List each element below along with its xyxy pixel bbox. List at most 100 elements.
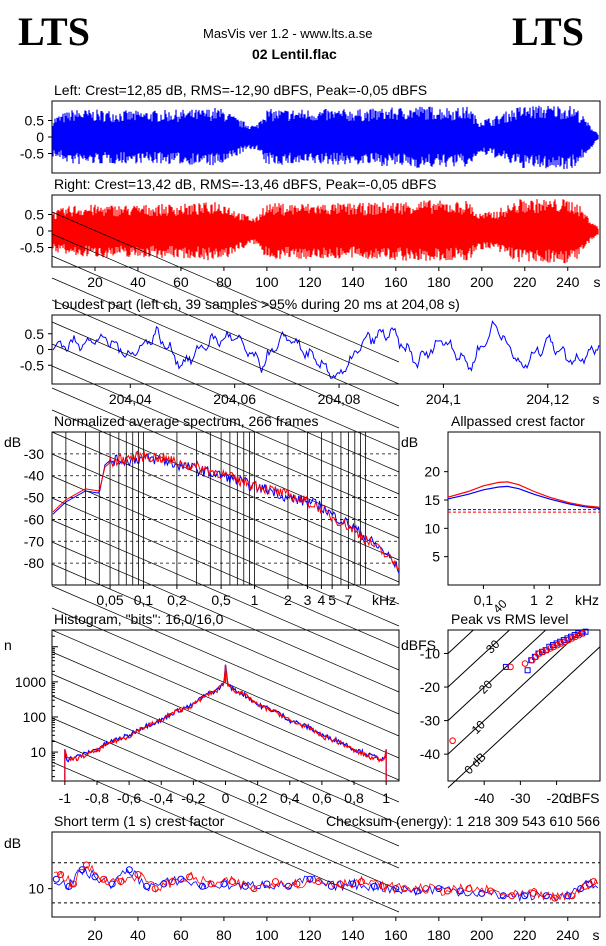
- spectrum-series-right: [52, 450, 400, 571]
- spectrum-slope-line: [51, 739, 400, 891]
- spectrum-slope-line: [51, 673, 400, 825]
- allpassed-xtick-label: 1: [530, 592, 538, 608]
- peakrms-point-right: [521, 660, 529, 667]
- right-waveform-xtick-label: 140: [341, 274, 365, 290]
- spectrum-xunit: kHz: [372, 592, 396, 608]
- right-waveform-signal: [52, 199, 599, 264]
- peakrms-ytick-label: -40: [420, 746, 440, 762]
- histogram-ylabel: n: [4, 637, 12, 653]
- spectrum-frame: [51, 431, 400, 586]
- histogram-xtick-label: 0,8: [344, 790, 364, 806]
- right-waveform-ytick-label: 0.5: [25, 207, 45, 223]
- peakrms-point-right: [536, 650, 543, 657]
- shortcrest-point-right: [529, 889, 537, 897]
- loudest-xtick-label: 204,06: [213, 391, 256, 407]
- spectrum-slope-line: [51, 233, 400, 385]
- shortcrest-xtick-label: 60: [173, 927, 189, 943]
- shortcrest-point-right: [57, 871, 65, 878]
- shortcrest-point-right: [250, 885, 258, 893]
- right-waveform-xtick-label: 240: [556, 274, 580, 290]
- spectrum-xtick-label: 1: [251, 592, 259, 608]
- peakrms-ylabel: dBFS: [401, 637, 436, 653]
- spectrum-slope-line: [51, 497, 400, 649]
- loudest-frame: [51, 314, 601, 385]
- allpassed-ytick-label: 20: [424, 464, 440, 480]
- shortcrest-point-left: [392, 885, 400, 893]
- shortcrest-xunit: s: [593, 927, 600, 943]
- spectrum-ylabel: dB: [4, 434, 21, 450]
- histogram-xtick-label: 0,6: [312, 790, 332, 806]
- histogram-title: Histogram, "bits": 16,0/16,0: [54, 611, 224, 627]
- shortcrest-point-left: [198, 882, 206, 890]
- spectrum-xtick-label: 0,05: [96, 592, 123, 608]
- spectrum-slope-line: [51, 299, 400, 451]
- allpassed-series-right: [447, 481, 601, 508]
- loudest-xunit: s: [593, 391, 600, 407]
- right-waveform-xtick-label: 180: [427, 274, 451, 290]
- histogram-ytick-label: 100: [23, 709, 47, 725]
- spectrum-xtick-label: 7: [344, 592, 352, 608]
- peakrms-point-right: [565, 636, 572, 644]
- spectrum-slope-line: [51, 277, 400, 429]
- loudest-ytick-label: 0.5: [25, 326, 45, 342]
- peakrms-frame: [447, 629, 601, 782]
- peakrms-point-right: [449, 737, 456, 745]
- shortcrest-title: Short term (1 s) crest factor: [54, 813, 225, 829]
- spectrum-slope-line: [51, 343, 400, 495]
- peakrms-point-right: [528, 656, 536, 664]
- peakrms-diagonal: [447, 646, 601, 789]
- peakrms-diagonal: [447, 629, 583, 755]
- spectrum-ytick-label: -70: [24, 533, 44, 549]
- peakrms-point-right: [543, 646, 551, 654]
- peakrms-point-right: [579, 630, 587, 637]
- right-waveform-xtick-label: 20: [87, 274, 103, 290]
- peakrms-point-right: [547, 645, 554, 652]
- shortcrest-point-right: [69, 880, 77, 888]
- shortcrest-xtick-label: 40: [130, 927, 146, 943]
- spectrum-slope-line: [51, 387, 400, 539]
- loudest-xtick-label: 204,1: [426, 391, 461, 407]
- shortcrest-ytick-label: 10: [28, 881, 44, 897]
- spectrum-ytick-label: -40: [24, 468, 44, 484]
- histogram-xtick-label: 1: [382, 790, 390, 806]
- allpassed-series-left: [447, 485, 601, 510]
- shortcrest-point-right: [271, 878, 279, 886]
- shortcrest-point-right: [82, 861, 90, 869]
- peakrms-point-right: [575, 631, 583, 639]
- spectrum-xtick-label: 3: [304, 592, 312, 608]
- spectrum-xtick-label: 2: [284, 592, 292, 608]
- peakrms-xtick-label: -20: [546, 790, 566, 806]
- right-waveform-xtick-label: 120: [298, 274, 322, 290]
- shortcrest-point-left: [263, 880, 271, 888]
- allpassed-title: Allpassed crest factor: [451, 413, 585, 429]
- peakrms-point-right: [561, 638, 569, 646]
- spectrum-slope-line: [51, 409, 400, 561]
- allpassed-ytick-label: 15: [424, 492, 440, 508]
- spectrum-slope-line: [51, 453, 400, 605]
- shortcrest-frame: [51, 831, 601, 918]
- spectrum-slope-line: [51, 563, 400, 715]
- right-waveform-xtick-label: 40: [130, 274, 146, 290]
- spectrum-slope-line: [51, 519, 400, 671]
- loudest-xtick-label: 204,12: [526, 391, 569, 407]
- histogram-xtick-label: -0,4: [149, 790, 173, 806]
- right-waveform-xtick-label: 80: [216, 274, 232, 290]
- histogram-ytick-label: 1000: [15, 674, 46, 690]
- shortcrest-point-right: [100, 875, 108, 883]
- app-title: MasVis ver 1.2 - www.lts.a.se: [203, 26, 373, 41]
- right-waveform-ytick-label: -0.5: [20, 240, 44, 256]
- spectrum-slope-line: [51, 255, 400, 407]
- shortcrest-point-right: [568, 892, 576, 900]
- peakrms-ytick-label: -10: [420, 645, 440, 661]
- right-waveform-xtick-label: 200: [470, 274, 494, 290]
- histogram-xtick-label: -1: [59, 790, 72, 806]
- right-waveform-xtick-label: 220: [513, 274, 537, 290]
- spectrum-slope-line: [51, 211, 400, 363]
- file-title: 02 Lentil.flac: [252, 46, 337, 62]
- peakrms-diagonal: [447, 629, 547, 721]
- shortcrest-point-right: [357, 878, 365, 886]
- peakrms-xtick-label: -30: [510, 790, 530, 806]
- shortcrest-xtick-label: 180: [427, 927, 451, 943]
- peakrms-point-right: [507, 663, 514, 671]
